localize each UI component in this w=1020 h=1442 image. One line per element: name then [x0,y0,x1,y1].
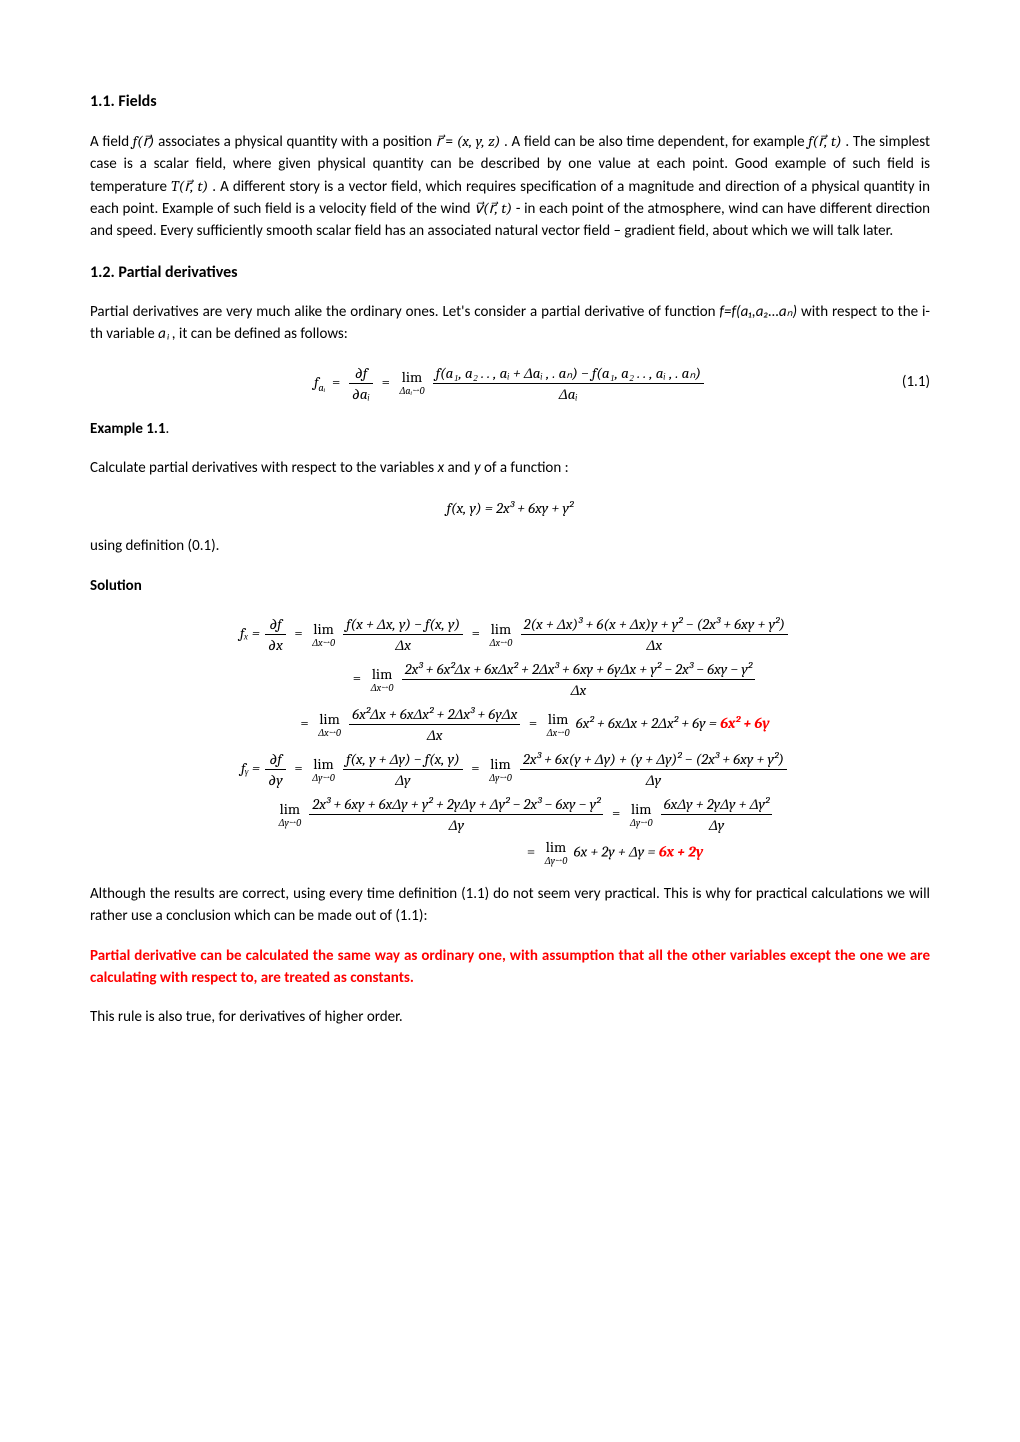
text: associates a physical quantity with a po… [158,133,436,151]
text: 6x² + 6xΔx + 2Δx² + 6y = [576,714,720,732]
after-solution-1: Although the results are correct, using … [90,884,930,928]
sol-line-6: = limΔy→0 6x + 2y + Δy = 6x + 2y [100,840,930,866]
sol-line-4: fᵧ = ∂f∂y = limΔy→0 f(x, y + Δy) − f(x, … [100,750,930,789]
text: . [165,420,169,438]
text: , it can be defined as follows: [172,325,348,343]
text: . A field can be also time dependent, fo… [504,133,808,151]
sol-line-2: = limΔx→0 2x³ + 6x²Δx + 6xΔx² + 2Δx³ + 6… [100,660,930,699]
text: of a function : [484,459,569,477]
nu: ∂f [265,615,286,635]
numerator: f(a₁, a₂ . . , aᵢ + Δaᵢ , . aₙ) − f(a₁, … [433,364,704,384]
de: Δx [402,680,755,699]
lim-under: Δy→0 [312,773,335,783]
text: Partial derivatives are very much alike … [90,303,719,321]
sol-line-5: limΔy→0 2x³ + 6xy + 6xΔy + y² + 2yΔy + Δ… [100,795,930,834]
example-text: Calculate partial derivatives with respe… [90,458,930,480]
lim-under: Δx→0 [490,638,513,648]
nu: 2x³ + 6xy + 6xΔy + y² + 2yΔy + Δy² − 2x³… [309,795,603,815]
math-T-of-rt: T(r⃗, t) [171,177,208,195]
frac-df-dai: ∂f ∂aᵢ [349,364,373,403]
sub-ai: aᵢ [318,382,325,394]
de: ∂y [265,770,285,789]
nu: f(x, y + Δy) − f(x, y) [343,750,463,770]
example-label: Example 1.1 [90,420,165,438]
fields-paragraph: A field f(r⃗) associates a physical quan… [90,131,930,243]
denominator: Δaᵢ [433,384,704,403]
var-x: x [438,459,445,477]
nu: 6xΔy + 2yΔy + Δy² [661,795,773,815]
lim-under: Δx→0 [371,683,394,693]
de: Δx [343,635,463,654]
equation-1-1: faᵢ = ∂f ∂aᵢ = lim Δaᵢ→0 f(a₁, a₂ . . , … [90,364,930,403]
text: fᵧ = [241,759,263,777]
text: A field [90,133,133,151]
text: = [446,133,457,151]
de: Δy [520,770,787,789]
lim-under: Δy→0 [489,773,512,783]
de: Δx [349,725,520,744]
sol-line-1: fₓ = ∂f∂x = limΔx→0 f(x + Δx, y) − f(x, … [100,615,930,654]
nu: f(x + Δx, y) − f(x, y) [343,615,463,635]
de: Δy [343,770,463,789]
lim-under: Δx→0 [318,728,341,738]
math-f-of-r: f(r⃗) [133,132,155,150]
section-heading-partial: 1.2. Partial derivatives [90,261,930,284]
nu: 6x²Δx + 6xΔx² + 2Δx³ + 6yΔx [349,705,520,725]
section-heading-fields: 1.1. Fields [90,90,930,113]
lim-dai: lim Δaᵢ→0 [400,370,425,396]
lim-under: Δx→0 [312,638,335,648]
rule-red: Partial derivative can be calculated the… [90,946,930,990]
lim-under: Δy→0 [630,818,653,828]
result-fx: 6x² + 6y [720,714,769,732]
text: 6x + 2y + Δy = [574,843,659,861]
lim-under: Δx→0 [547,728,570,738]
equation-body: faᵢ = ∂f ∂aᵢ = lim Δaᵢ→0 f(a₁, a₂ . . , … [314,364,706,403]
var-y: y [474,459,481,477]
solution-block: fₓ = ∂f∂x = limΔx→0 f(x + Δx, y) − f(x, … [100,615,930,866]
frac-def: f(a₁, a₂ . . , aᵢ + Δaᵢ , . aₙ) − f(a₁, … [433,364,704,403]
math-r-components: (x, y, z) [457,132,501,150]
lim-under: Δy→0 [279,818,302,828]
fn-signature: f=f(a₁,a₂…aₙ) [719,303,797,321]
nu: 2(x + Δx)³ + 6(x + Δx)y + y² − (2x³ + 6x… [521,615,788,635]
nu: ∂f [265,750,285,770]
text: Calculate partial derivatives with respe… [90,459,438,477]
math-v-of-rt: v⃗(r⃗, t) [474,199,512,217]
math-f-of-rt: f(r⃗, t) [808,132,841,150]
equation-number: (1.1) [902,372,930,394]
equation-fxy: f(x, y) = 2x³ + 6xy + y² [90,498,930,520]
de: Δx [521,635,788,654]
nu: 2x³ + 6x(y + Δy) + (y + Δy)² − (2x³ + 6x… [520,750,787,770]
solution-label-line: Solution [90,576,930,598]
denominator: ∂aᵢ [349,384,373,403]
partial-intro-paragraph: Partial derivatives are very much alike … [90,302,930,346]
de: Δy [661,815,773,834]
text: and [447,459,473,477]
text: fₓ = [240,624,263,642]
de: Δy [309,815,603,834]
result-fy: 6x + 2y [659,843,703,861]
lim-under: Δy→0 [545,856,568,866]
lim-under: Δaᵢ→0 [400,386,425,396]
after-solution-2: This rule is also true, for derivatives … [90,1007,930,1029]
equation-body: f(x, y) = 2x³ + 6xy + y² [447,498,574,520]
numerator: ∂f [349,364,373,384]
example-label-line: Example 1.1. [90,419,930,441]
de: ∂x [265,635,286,654]
ai-var: aᵢ [158,325,168,343]
solution-label: Solution [90,577,142,595]
sol-line-3: = limΔx→0 6x²Δx + 6xΔx² + 2Δx³ + 6yΔxΔx … [100,705,930,744]
nu: 2x³ + 6x²Δx + 6xΔx² + 2Δx³ + 6xy + 6yΔx … [402,660,755,680]
math-vec-r: r⃗ [436,132,442,150]
using-def: using definition (0.1). [90,536,930,558]
